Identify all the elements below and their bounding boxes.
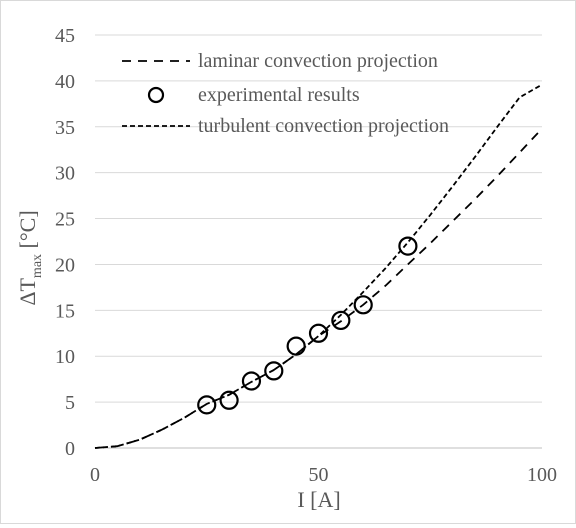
y-axis-label: ΔTmax [°C]	[15, 210, 45, 305]
x-tick-label-50: 50	[309, 464, 329, 486]
gridlines	[95, 34, 542, 403]
y-tick-label-5: 5	[65, 392, 75, 414]
y-tick-label-25: 25	[55, 209, 75, 231]
data-point-60	[353, 295, 373, 315]
x-tick-labels: 0 50 100	[90, 464, 557, 486]
y-tick-label-0: 0	[65, 438, 75, 460]
y-tick-label-30: 30	[55, 163, 75, 185]
legend-label: turbulent convection projection	[198, 115, 449, 137]
legend-item-short-dash: turbulent convection projection	[122, 115, 449, 137]
legend-item-open-circle: experimental results	[147, 84, 360, 106]
y-tick-label-35: 35	[55, 117, 75, 139]
series-line-long-dash	[94, 127, 543, 449]
y-axis-label-unit: [°C]	[15, 210, 40, 254]
y-tick-label-15: 15	[55, 300, 75, 322]
y-tick-label-20: 20	[55, 254, 75, 276]
data-point-45	[286, 336, 306, 356]
series-layer	[94, 83, 543, 449]
legend: laminar convection projection experimenta…	[122, 50, 449, 137]
x-tick-label-100: 100	[527, 464, 557, 486]
y-axis-label-main: ΔT	[15, 278, 40, 306]
data-point-25	[197, 395, 217, 415]
y-tick-label-45: 45	[55, 25, 75, 47]
data-point-40	[264, 361, 284, 381]
y-axis-label-subscript: max	[30, 254, 45, 278]
y-tick-labels: 0 5 10 15 20 25 30 35 40 45	[55, 25, 75, 460]
data-point-30	[219, 390, 239, 410]
data-point-70	[398, 236, 418, 256]
series-line-short-dash	[94, 83, 543, 449]
y-tick-label-10: 10	[55, 346, 75, 368]
legend-label: experimental results	[198, 84, 360, 106]
data-point-50	[308, 323, 329, 343]
legend-marker-circle	[147, 86, 165, 104]
legend-item-long-dash: laminar convection projection	[122, 50, 438, 72]
x-axis-label: I [A]	[297, 487, 340, 512]
legend-label: laminar convection projection	[198, 50, 438, 72]
data-point-35	[241, 371, 262, 391]
x-tick-label-0: 0	[90, 464, 100, 486]
data-point-55	[331, 310, 351, 331]
y-tick-label-40: 40	[55, 71, 75, 93]
